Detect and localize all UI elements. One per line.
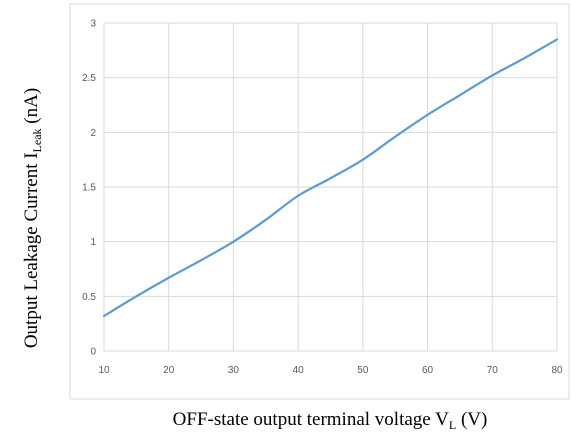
x-tick-labels: 10 20 30 40 50 60 70 80 [98, 365, 563, 376]
y-tick-labels: 0 0.5 1 1.5 2 2.5 3 [82, 19, 96, 358]
x-tick-label: 40 [293, 365, 305, 376]
grid-lines [103, 22, 558, 352]
y-tick-label: 3 [90, 19, 96, 30]
x-tick-label: 50 [357, 365, 369, 376]
y-tick-label: 2 [90, 128, 96, 139]
x-tick-label: 60 [422, 365, 434, 376]
x-axis-title: OFF-state output terminal voltage VL (V) [173, 409, 488, 432]
y-tick-label: 0.5 [82, 292, 96, 303]
x-tick-label: 30 [228, 365, 240, 376]
y-tick-label: 1.5 [82, 183, 96, 194]
x-tick-label: 20 [163, 365, 175, 376]
chart-frame [69, 3, 570, 400]
y-tick-label: 2.5 [82, 73, 96, 84]
x-tick-label: 10 [98, 365, 110, 376]
y-tick-label: 1 [90, 237, 96, 248]
y-axis-title: Output Leakage Current ILeak (nA) [21, 88, 44, 348]
leakage-current-line [102, 38, 559, 318]
y-tick-label: 0 [90, 347, 96, 358]
x-tick-label: 70 [487, 365, 499, 376]
x-tick-label: 80 [551, 365, 563, 376]
